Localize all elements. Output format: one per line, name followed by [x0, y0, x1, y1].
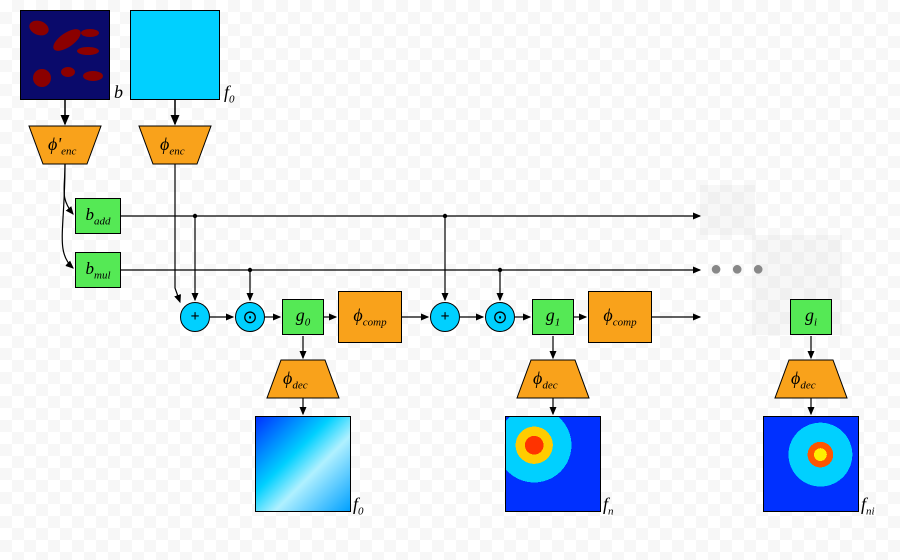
- phi-dec-1-label: ϕdec: [533, 368, 558, 392]
- phi-enc-prime-label: ϕ'enc: [48, 134, 76, 158]
- g0-block: g0: [282, 299, 324, 335]
- op-odot-0: ⊙: [235, 302, 265, 332]
- gi-block: gi: [790, 299, 832, 335]
- ellipsis: ● ● ●: [710, 258, 766, 281]
- b-mul-block: bmul: [75, 252, 121, 288]
- output-fn-label: fn: [603, 494, 614, 518]
- phi-comp-0: ϕcomp: [338, 291, 402, 343]
- g1-block: g1: [532, 299, 574, 335]
- diagram-root: b f0 ϕ'enc ϕenc ϕdec ϕdec ϕdec badd bmul…: [0, 0, 900, 560]
- b-add-block: badd: [75, 198, 121, 234]
- output-fni-label: fni: [861, 494, 875, 518]
- phi-dec-2-label: ϕdec: [791, 368, 816, 392]
- op-plus-1: +: [430, 302, 460, 332]
- output-fni: [763, 416, 859, 512]
- phi-enc-label: ϕenc: [160, 134, 185, 158]
- output-f0-label: f0: [353, 494, 364, 518]
- op-odot-1: ⊙: [485, 302, 515, 332]
- phi-dec-0-label: ϕdec: [283, 368, 308, 392]
- output-f0: [255, 416, 351, 512]
- op-plus-0: +: [180, 302, 210, 332]
- output-fn: [505, 416, 601, 512]
- phi-comp-1: ϕcomp: [588, 291, 652, 343]
